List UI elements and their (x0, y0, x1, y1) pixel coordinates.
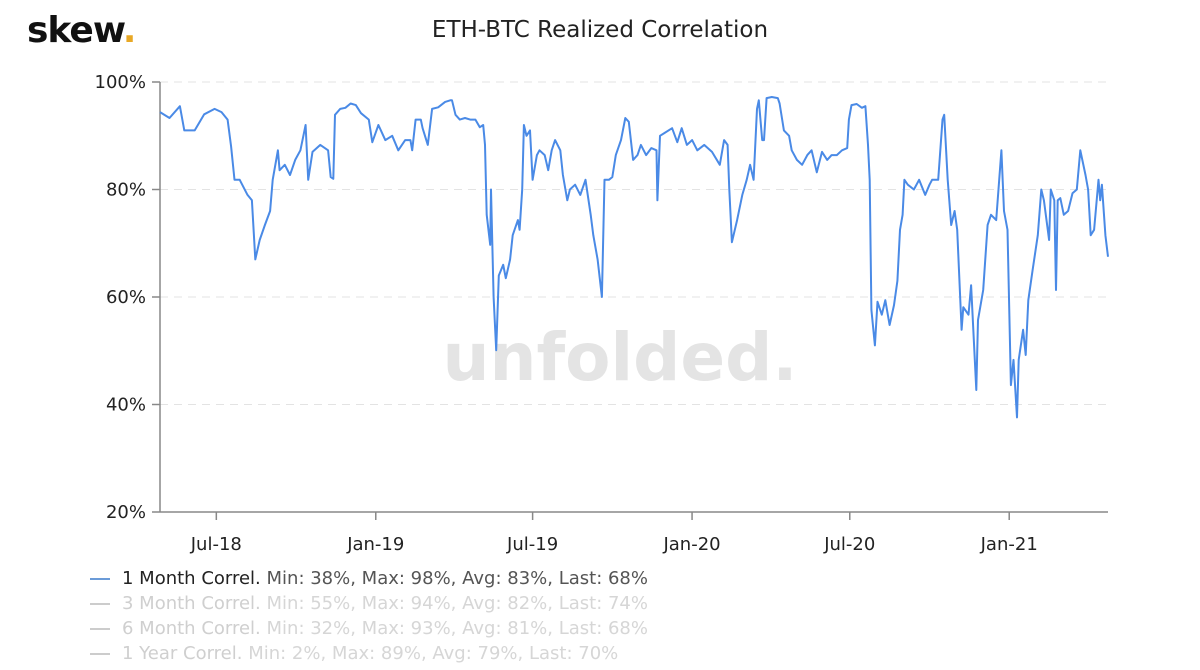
legend-swatch (90, 627, 110, 630)
x-tick-label: Jul-19 (506, 534, 558, 555)
x-tick-label: Jul-20 (823, 534, 875, 555)
legend: 1 Month Correl. Min: 38%, Max: 98%, Avg:… (90, 566, 648, 666)
y-tick-label: 80% (106, 180, 146, 201)
legend-series-name: 3 Month Correl. (122, 593, 261, 614)
y-tick-label: 20% (106, 502, 146, 523)
x-tick-label: Jan-19 (346, 534, 404, 555)
y-tick-label: 40% (106, 395, 146, 416)
skew-logo: skew. (27, 10, 137, 51)
legend-series-stats: Min: 32%, Max: 93%, Avg: 81%, Last: 68% (260, 618, 649, 639)
y-tick-label: 60% (106, 287, 146, 308)
legend-series-name: 1 Year Correl. (122, 643, 243, 664)
legend-series-stats: Min: 2%, Max: 89%, Avg: 79%, Last: 70% (242, 643, 619, 664)
legend-series-stats: Min: 55%, Max: 94%, Avg: 82%, Last: 74% (260, 593, 649, 614)
x-tick-label: Jan-20 (662, 534, 720, 555)
x-tick-label: Jul-18 (190, 534, 242, 555)
legend-item[interactable]: 1 Month Correl. Min: 38%, Max: 98%, Avg:… (90, 566, 648, 591)
legend-swatch (90, 652, 110, 655)
chart-title: ETH-BTC Realized Correlation (431, 17, 769, 43)
logo-text: skew (27, 10, 124, 51)
legend-series-name: 6 Month Correl. (122, 618, 261, 639)
legend-item[interactable]: 6 Month Correl. Min: 32%, Max: 93%, Avg:… (90, 616, 648, 641)
y-tick-label: 100% (95, 72, 146, 93)
x-tick-label: Jan-21 (980, 534, 1038, 555)
series-line-0 (159, 96, 1109, 419)
legend-swatch (90, 577, 110, 580)
legend-swatch (90, 602, 110, 605)
legend-item[interactable]: 3 Month Correl. Min: 55%, Max: 94%, Avg:… (90, 591, 648, 616)
legend-series-stats: Min: 38%, Max: 98%, Avg: 83%, Last: 68% (260, 568, 649, 589)
legend-item[interactable]: 1 Year Correl. Min: 2%, Max: 89%, Avg: 7… (90, 641, 648, 666)
legend-series-name: 1 Month Correl. (122, 568, 261, 589)
logo-dot: . (122, 10, 137, 51)
watermark: unfolded. (443, 319, 798, 396)
